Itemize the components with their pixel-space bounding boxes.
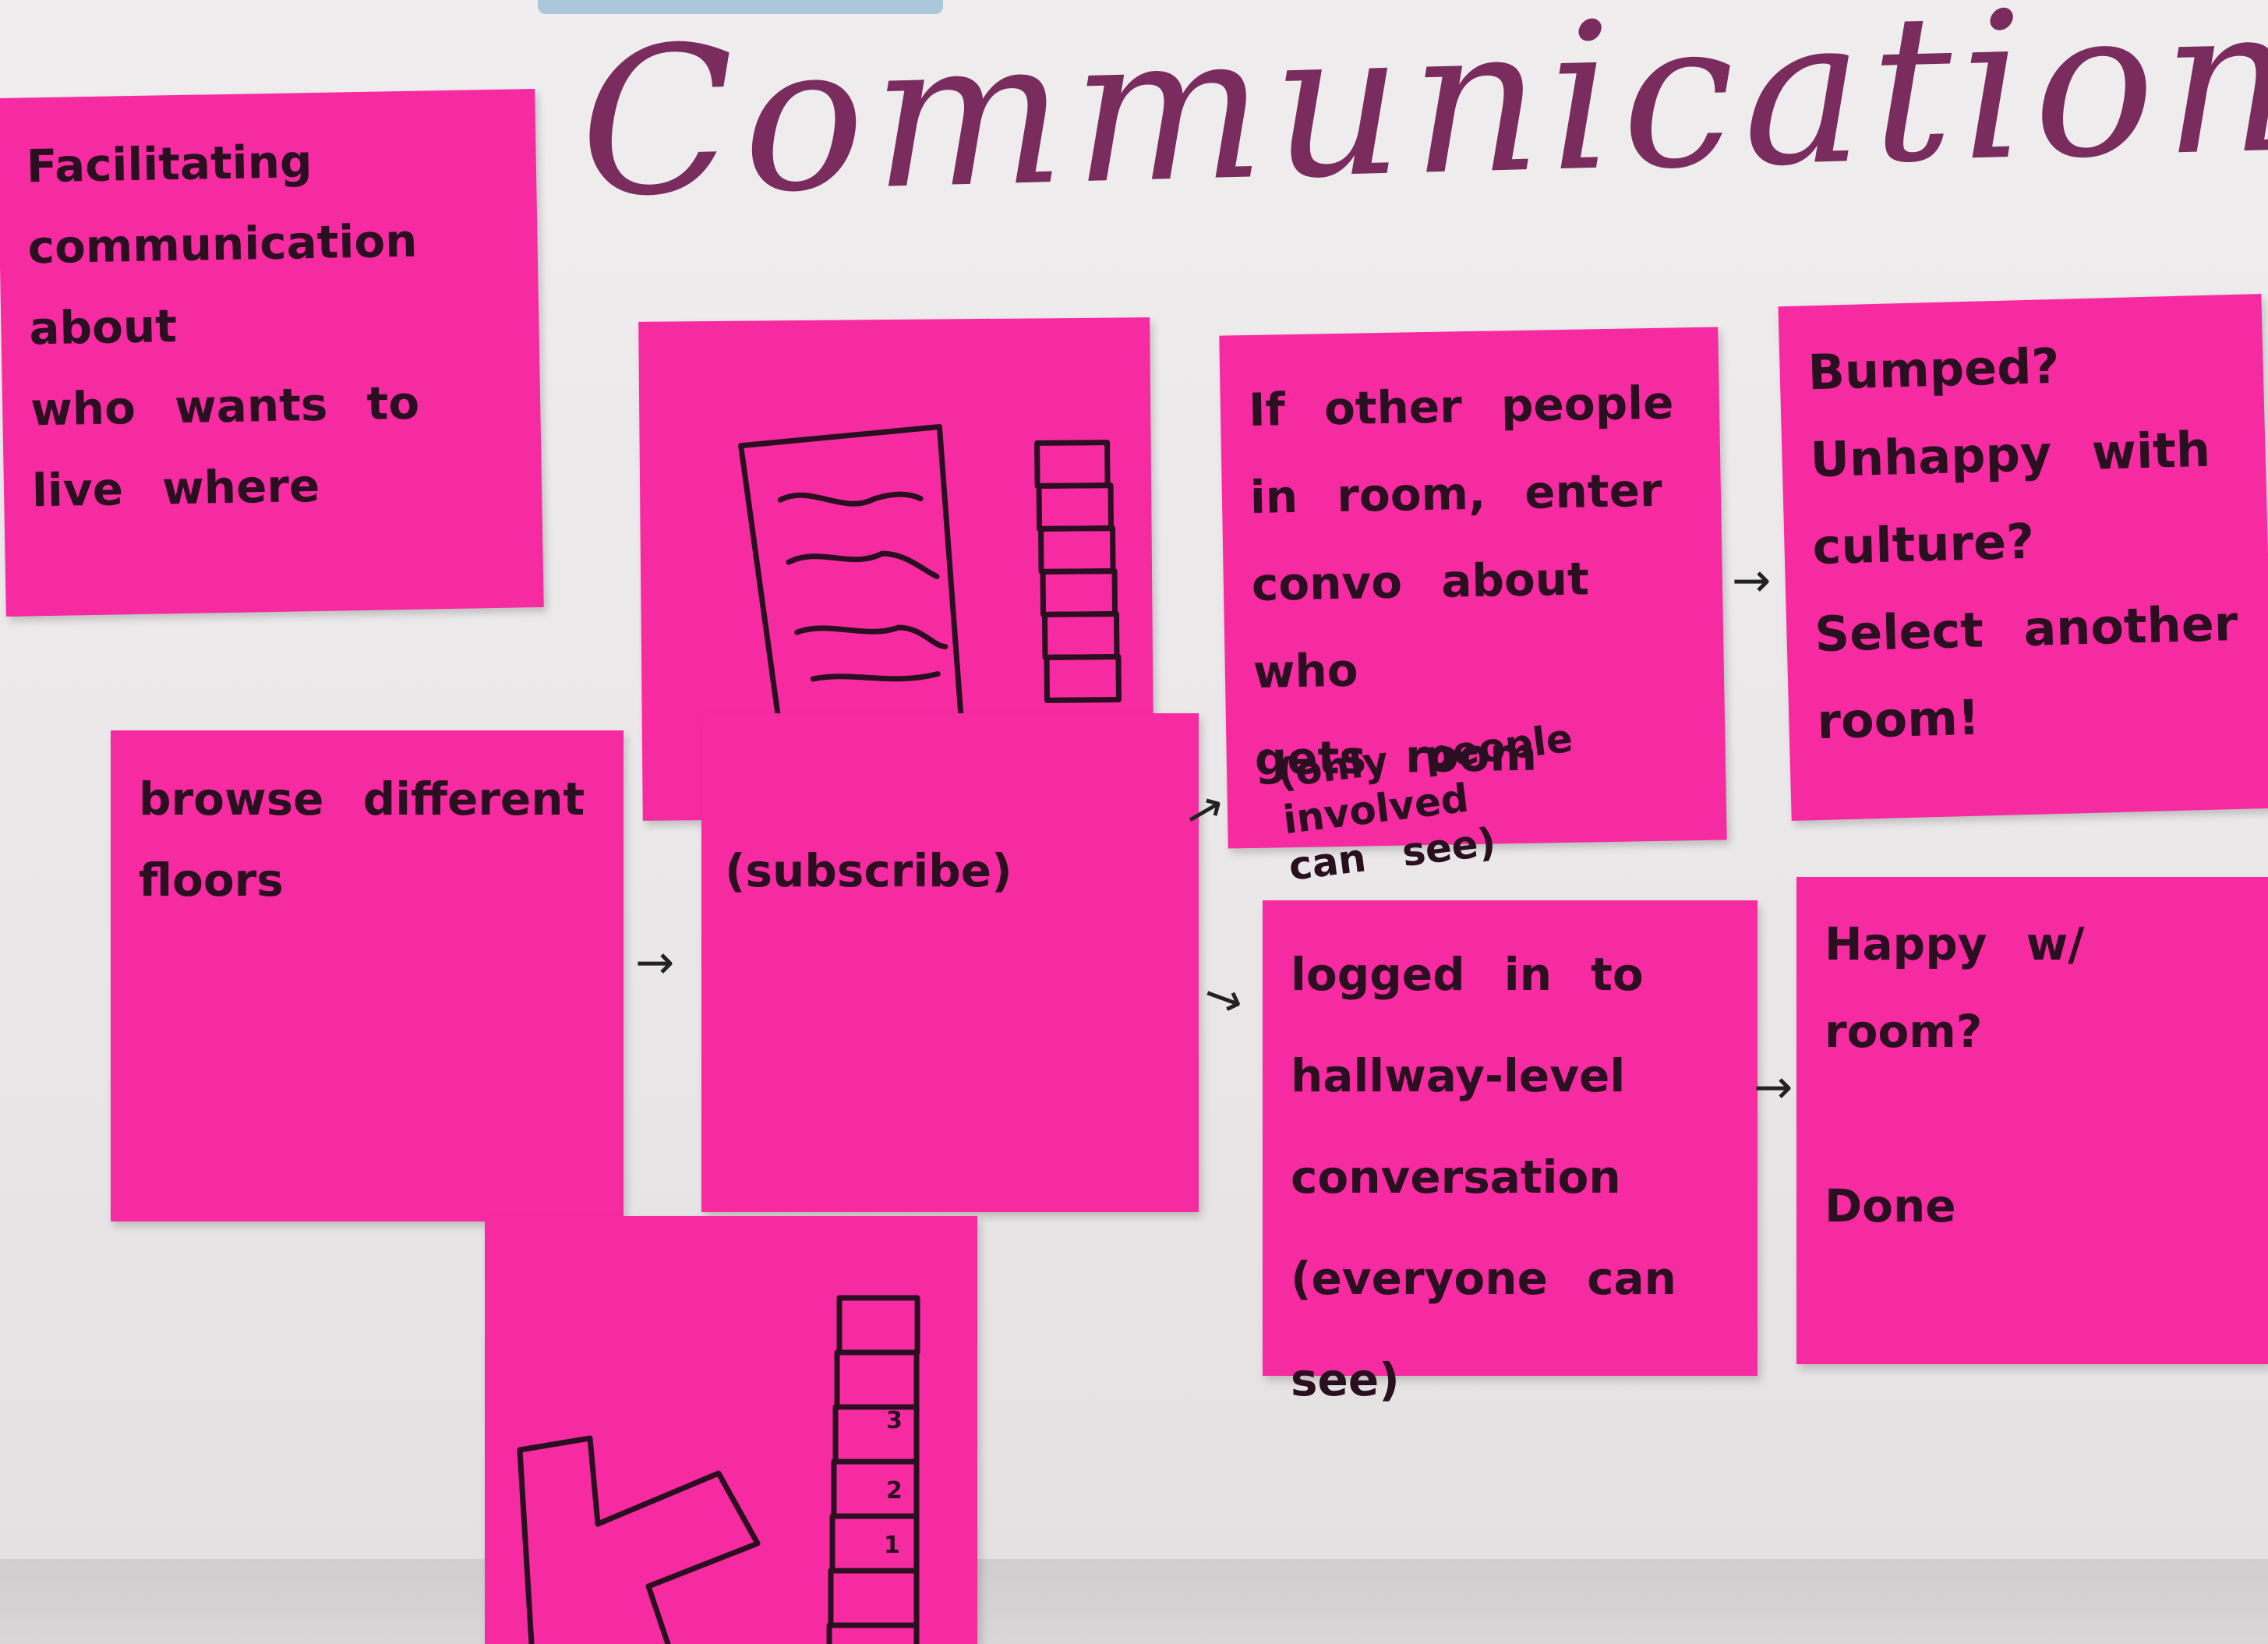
floorplan-sketch-drawing: 3 2 1: [517, 1295, 920, 1644]
arrow-icon: →: [1732, 553, 1772, 608]
note-bumped: Bumped? Unhappy with culture? Select ano…: [1778, 293, 2268, 822]
floorplan-label-2: 2: [886, 1477, 903, 1504]
note-happy: Happy w/ room? Done: [1796, 877, 2268, 1364]
floorplan-label-3: 3: [886, 1407, 903, 1434]
floorplan-label-1: 1: [884, 1532, 900, 1559]
note-logged-in: logged in to hallway-level conversation …: [1263, 900, 1758, 1406]
board-bottom-edge: [0, 1559, 2268, 1644]
tape-strip: [538, 0, 943, 14]
board-heading: Communication: [576, 0, 2268, 242]
note-facilitating-text: Facilitating communication about who wan…: [26, 135, 420, 518]
note-other-people: If other people in room, enter convo abo…: [1219, 327, 1727, 889]
arrow-icon: →: [1754, 1060, 1793, 1115]
note-happy-text: Happy w/ room? Done: [1825, 917, 2085, 1232]
note-page-sketch: [638, 317, 1154, 821]
note-facilitating: Facilitating communication about who wan…: [0, 89, 544, 617]
arrow-icon: →: [635, 935, 675, 990]
note-bumped-text: Bumped? Unhappy with culture? Select ano…: [1807, 337, 2239, 751]
note-floorplan-sketch: 3 2 1: [485, 1216, 977, 1644]
note-browse: browse different floors: [111, 730, 624, 1222]
note-browse-text: browse different floors: [139, 773, 585, 907]
note-subscribe: (subscribe): [701, 713, 1199, 1212]
note-logged-in-text: logged in to hallway-level conversation …: [1291, 948, 1676, 1406]
note-subscribe-text: (subscribe): [725, 844, 1012, 897]
page-sketch-drawing: [738, 424, 1122, 727]
